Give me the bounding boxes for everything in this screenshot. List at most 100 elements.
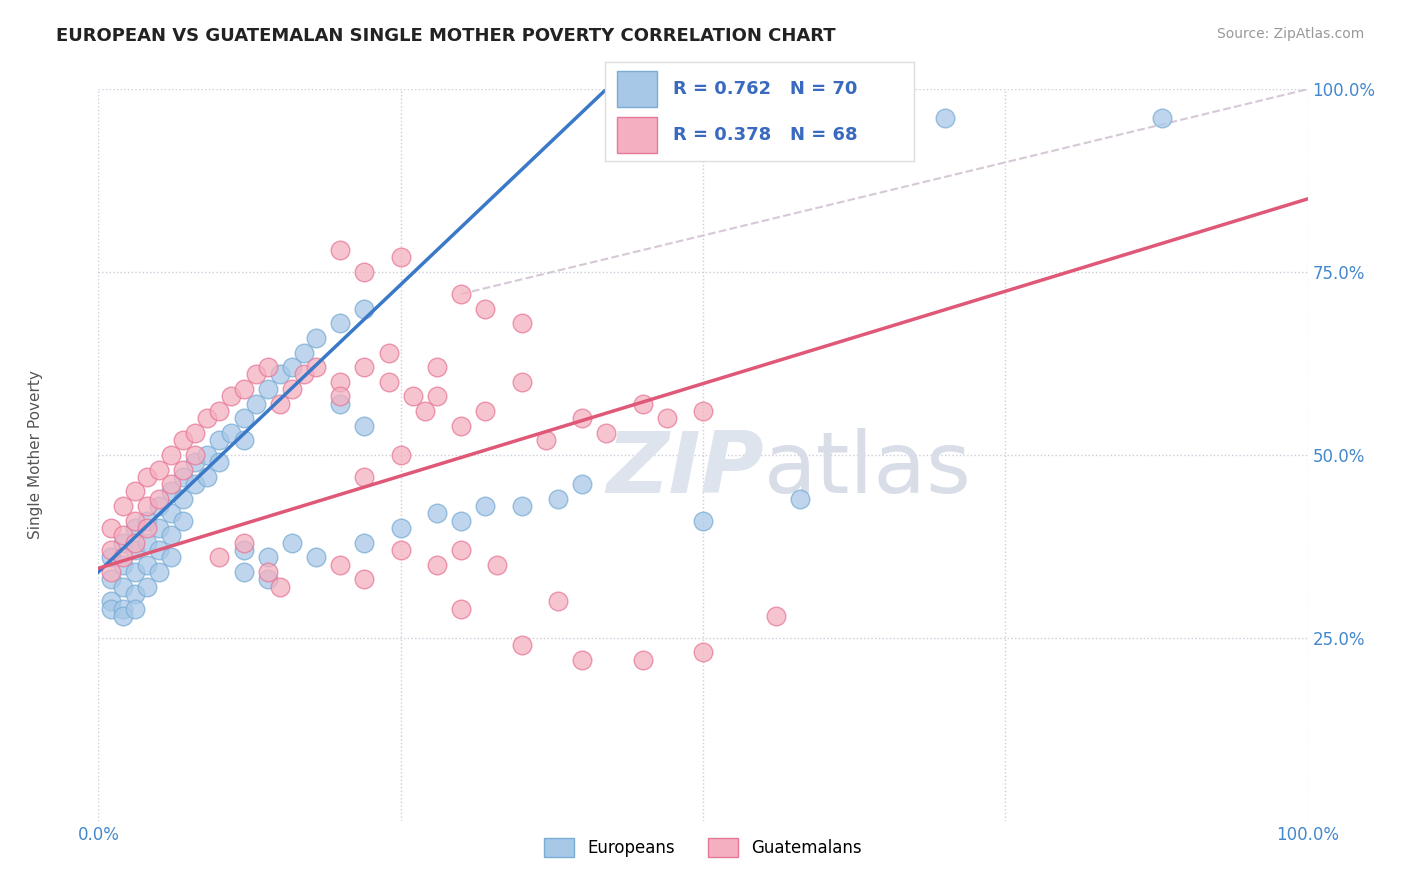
- Point: [595, 425, 617, 440]
- Point: [172, 470, 194, 484]
- Point: [389, 521, 412, 535]
- Point: [510, 638, 533, 652]
- Point: [426, 558, 449, 572]
- Point: [353, 572, 375, 586]
- Point: [413, 404, 436, 418]
- Point: [474, 404, 496, 418]
- Text: atlas: atlas: [763, 428, 972, 511]
- Point: [450, 543, 472, 558]
- Text: Source: ZipAtlas.com: Source: ZipAtlas.com: [1216, 27, 1364, 41]
- Point: [547, 491, 569, 506]
- Point: [232, 434, 254, 448]
- Point: [450, 514, 472, 528]
- Point: [450, 418, 472, 433]
- Point: [184, 477, 207, 491]
- Point: [692, 404, 714, 418]
- Point: [269, 397, 291, 411]
- Point: [256, 382, 278, 396]
- Point: [1152, 112, 1174, 126]
- Point: [208, 455, 231, 469]
- Point: [135, 535, 157, 549]
- Point: [256, 572, 278, 586]
- Point: [135, 558, 157, 572]
- Point: [571, 653, 593, 667]
- Point: [692, 645, 714, 659]
- Point: [184, 425, 207, 440]
- Point: [269, 368, 291, 382]
- Point: [124, 521, 146, 535]
- Point: [353, 418, 375, 433]
- Point: [100, 550, 122, 565]
- Point: [474, 499, 496, 513]
- Point: [353, 360, 375, 375]
- Point: [329, 243, 352, 257]
- Point: [160, 550, 183, 565]
- Point: [100, 521, 122, 535]
- Point: [148, 462, 170, 476]
- Point: [148, 521, 170, 535]
- Point: [124, 565, 146, 579]
- Point: [426, 507, 449, 521]
- Point: [124, 484, 146, 499]
- Point: [256, 550, 278, 565]
- Point: [135, 580, 157, 594]
- Point: [256, 565, 278, 579]
- Point: [232, 382, 254, 396]
- Point: [789, 491, 811, 506]
- Point: [377, 345, 399, 359]
- Point: [160, 507, 183, 521]
- Point: [172, 434, 194, 448]
- Point: [160, 477, 183, 491]
- Point: [111, 535, 134, 549]
- Point: [329, 397, 352, 411]
- Point: [160, 528, 183, 542]
- Point: [547, 594, 569, 608]
- Point: [269, 580, 291, 594]
- Point: [426, 360, 449, 375]
- Point: [305, 331, 328, 345]
- Point: [353, 301, 375, 316]
- Text: ZIP: ZIP: [606, 428, 763, 511]
- Point: [765, 608, 787, 623]
- Point: [172, 462, 194, 476]
- Point: [281, 382, 304, 396]
- Point: [510, 375, 533, 389]
- Point: [813, 112, 835, 126]
- Point: [245, 397, 267, 411]
- Point: [692, 514, 714, 528]
- Point: [474, 301, 496, 316]
- Point: [571, 477, 593, 491]
- Point: [534, 434, 557, 448]
- Point: [148, 491, 170, 506]
- Point: [389, 543, 412, 558]
- Point: [160, 448, 183, 462]
- Point: [111, 601, 134, 615]
- Point: [184, 455, 207, 469]
- Point: [353, 470, 375, 484]
- Point: [232, 565, 254, 579]
- Legend: Europeans, Guatemalans: Europeans, Guatemalans: [537, 831, 869, 863]
- Y-axis label: Single Mother Poverty: Single Mother Poverty: [28, 370, 42, 540]
- Point: [232, 543, 254, 558]
- Point: [148, 499, 170, 513]
- Point: [281, 535, 304, 549]
- Point: [100, 565, 122, 579]
- Point: [292, 368, 315, 382]
- Point: [148, 543, 170, 558]
- Point: [813, 112, 835, 126]
- Point: [124, 601, 146, 615]
- Point: [426, 389, 449, 403]
- Point: [111, 558, 134, 572]
- Point: [256, 360, 278, 375]
- Point: [195, 470, 218, 484]
- Point: [329, 389, 352, 403]
- Point: [135, 499, 157, 513]
- Point: [631, 397, 654, 411]
- Point: [510, 316, 533, 330]
- Point: [221, 425, 243, 440]
- Point: [111, 499, 134, 513]
- Bar: [617, 71, 657, 107]
- Point: [329, 375, 352, 389]
- Point: [329, 316, 352, 330]
- Point: [934, 112, 956, 126]
